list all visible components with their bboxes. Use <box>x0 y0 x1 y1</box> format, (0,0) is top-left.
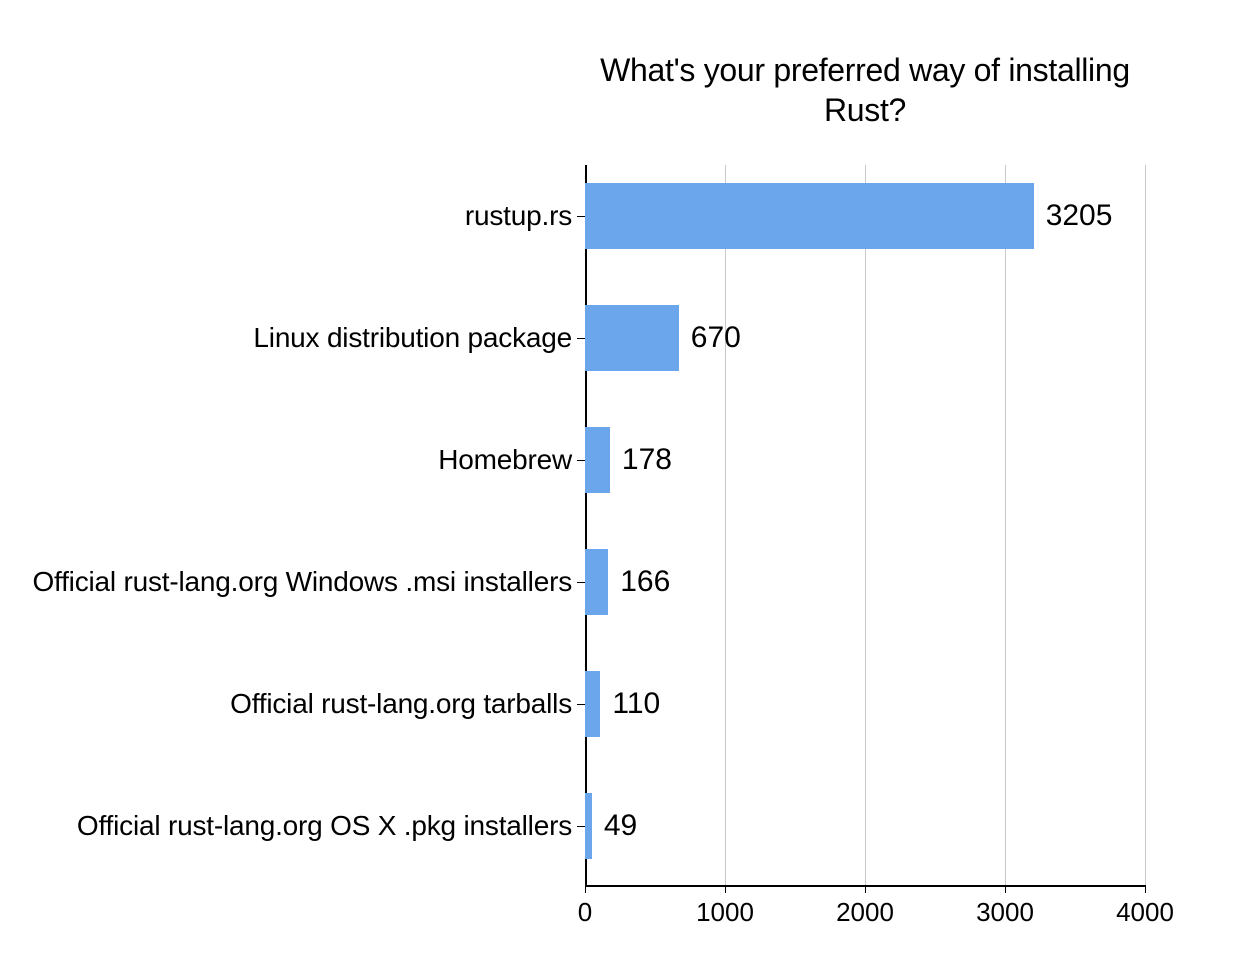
y-tick-mark <box>577 582 585 583</box>
plot-area: 01000200030004000320567017816611049 <box>585 165 1145 885</box>
x-tick-label: 2000 <box>836 897 894 928</box>
bar <box>585 427 610 493</box>
y-category-label: Homebrew <box>438 444 572 476</box>
bar-value-label: 3205 <box>1046 199 1113 233</box>
chart-title: What's your preferred way of installing … <box>585 50 1145 130</box>
x-tick-label: 3000 <box>976 897 1034 928</box>
bar-value-label: 110 <box>612 687 660 721</box>
y-category-label: Linux distribution package <box>253 322 572 354</box>
bar-value-label: 166 <box>620 565 670 599</box>
x-tick-label: 4000 <box>1116 897 1174 928</box>
y-category-label: Official rust-lang.org tarballs <box>230 688 572 720</box>
bar <box>585 183 1034 249</box>
bar-value-label: 178 <box>622 443 672 477</box>
bar <box>585 671 600 737</box>
x-tick-mark <box>585 885 586 893</box>
y-tick-mark <box>577 338 585 339</box>
bar-value-label: 49 <box>604 809 637 843</box>
x-tick-mark <box>1005 885 1006 893</box>
gridline <box>865 165 866 885</box>
gridline <box>1145 165 1146 885</box>
y-category-label: rustup.rs <box>465 200 572 232</box>
y-category-label: Official rust-lang.org OS X .pkg install… <box>77 810 572 842</box>
x-tick-mark <box>865 885 866 893</box>
y-category-label: Official rust-lang.org Windows .msi inst… <box>32 566 572 598</box>
bar <box>585 549 608 615</box>
y-tick-mark <box>577 826 585 827</box>
x-tick-label: 1000 <box>696 897 754 928</box>
y-axis-line <box>585 165 587 885</box>
x-tick-label: 0 <box>578 897 592 928</box>
x-tick-mark <box>725 885 726 893</box>
bar <box>585 305 679 371</box>
y-tick-mark <box>577 704 585 705</box>
gridline <box>725 165 726 885</box>
bar <box>585 793 592 859</box>
y-tick-mark <box>577 460 585 461</box>
bar-value-label: 670 <box>691 321 741 355</box>
gridline <box>1005 165 1006 885</box>
y-tick-mark <box>577 216 585 217</box>
x-tick-mark <box>1145 885 1146 893</box>
